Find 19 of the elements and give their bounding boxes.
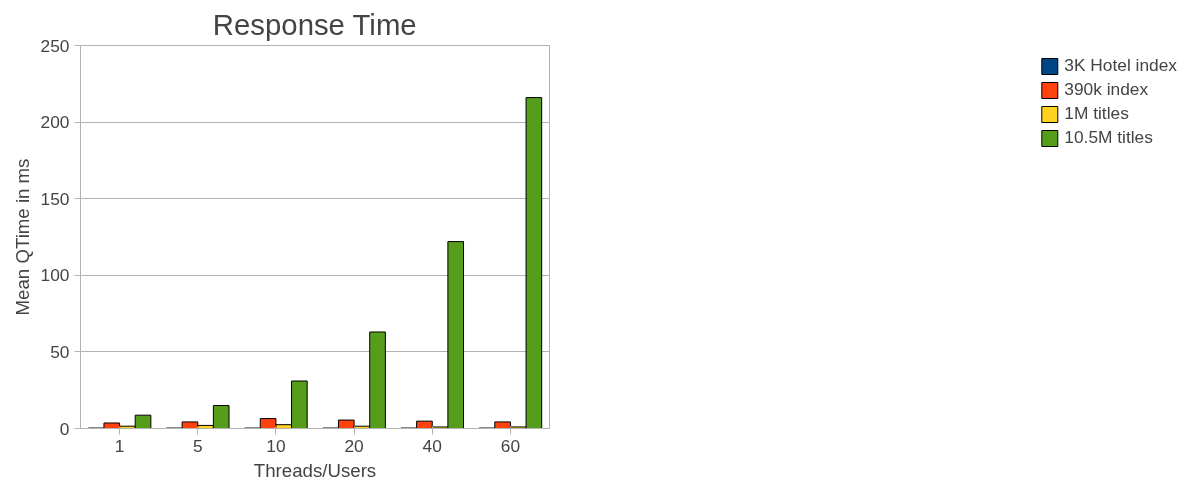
y-tick-label: 200 [40, 112, 70, 133]
legend-label: 1M titles [1064, 103, 1129, 124]
y-tick-label: 100 [40, 265, 70, 286]
y-tick-label: 0 [59, 418, 70, 439]
chart-title: Response Time [212, 7, 417, 41]
x-tick-label: 5 [192, 435, 203, 456]
legend-label: 10.5M titles [1064, 127, 1153, 148]
y-tick-label: 150 [40, 188, 70, 209]
x-tick-label: 60 [500, 435, 521, 456]
x-axis-title: Threads/Users [253, 459, 377, 481]
y-tick-label: 250 [40, 35, 70, 56]
y-tick-label: 50 [50, 341, 70, 362]
x-tick-label: 40 [422, 435, 442, 456]
x-tick-label: 10 [266, 435, 286, 456]
legend-label: 3K Hotel index [1064, 55, 1177, 76]
legend-label: 390k index [1064, 79, 1149, 100]
x-tick-label: 20 [344, 435, 364, 456]
x-tick-label: 1 [114, 435, 125, 456]
y-axis-title: Mean QTime in ms [11, 158, 33, 316]
